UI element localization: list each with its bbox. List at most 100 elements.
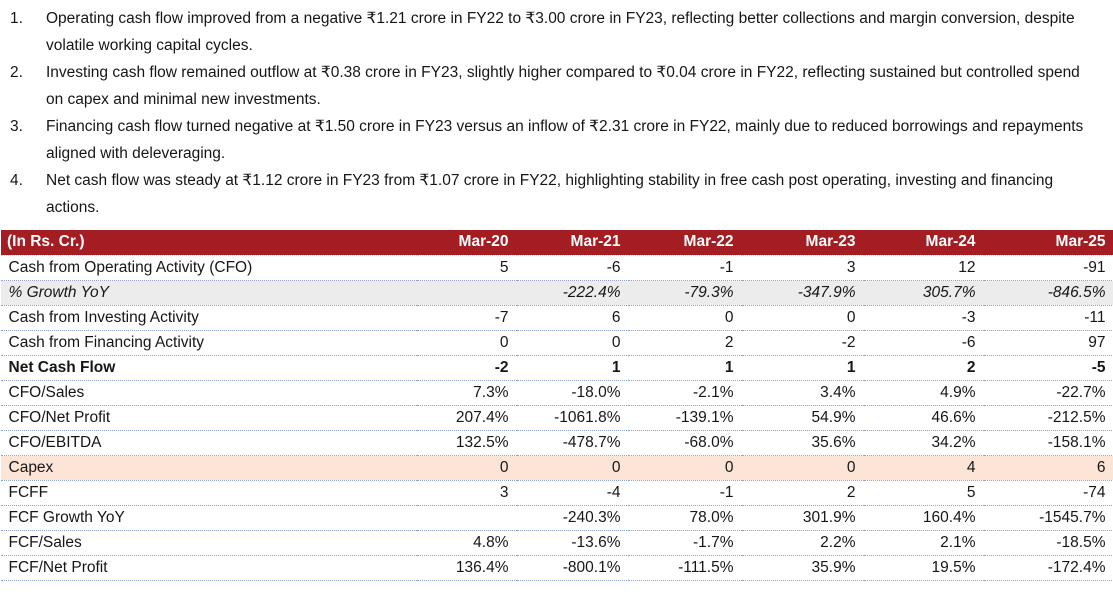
table-row: Net Cash Flow -2 1 1 1 2 -5 [0,355,1113,381]
row-label: Net Cash Flow [0,355,417,381]
note-number: 1. [10,10,23,27]
cell-value: 136.4% [416,555,517,581]
cell-value: -11 [983,305,1113,331]
cell-value: -1061.8% [516,405,629,431]
cell-value: 7.3% [416,380,517,406]
cell-value: -846.5% [983,280,1113,306]
table-row: CFO/Net Profit 207.4% -1061.8% -139.1% 54.9%… [0,405,1113,431]
commentary-notes-list: 1. Operating cash flow improved from a ne… [0,0,1113,221]
cell-value: 3.4% [741,380,864,406]
column-header: Mar-24 [863,230,984,256]
note-text: Net cash flow was steady at ₹1.12 crore … [46,172,1054,216]
cell-value: -6 [516,255,629,281]
cell-value: -4 [516,480,629,506]
cell-value: -139.1% [628,405,742,431]
cell-value: 3 [416,480,517,506]
cell-value: 0 [741,305,864,331]
cell-value: 1 [628,355,742,381]
cell-value: -2 [416,355,517,381]
cell-value: 6 [983,455,1113,481]
cell-value: 207.4% [416,405,517,431]
table-row: CFO/Sales 7.3% -18.0% -2.1% 3.4% 4.9% -22.7% [0,380,1113,406]
cell-value [416,280,517,306]
cell-value: -79.3% [628,280,742,306]
cell-value: -240.3% [516,505,629,531]
cell-value: -1.7% [628,530,742,556]
cell-value: -74 [983,480,1113,506]
cell-value: 35.9% [741,555,864,581]
cell-value: -18.0% [516,380,629,406]
cell-value: -18.5% [983,530,1113,556]
table-row: CFO/EBITDA 132.5% -478.7% -68.0% 35.6% 34.2% -… [0,430,1113,456]
note-item: 3. Financing cash flow turned negative at… [10,113,1103,167]
cell-value: 2 [741,480,864,506]
note-text: Investing cash flow remained outflow at … [46,64,1080,108]
cell-value: 54.9% [741,405,864,431]
cell-value: -13.6% [516,530,629,556]
cell-value: 0 [416,455,517,481]
cell-value: 2.2% [741,530,864,556]
table-row: FCF/Sales 4.8% -13.6% -1.7% 2.2% 2.1% -18.5% [0,530,1113,556]
cell-value: 0 [628,455,742,481]
cell-value: 35.6% [741,430,864,456]
cell-value: 0 [516,455,629,481]
cell-value: -91 [983,255,1113,281]
row-label: CFO/EBITDA [0,430,417,456]
cell-value: -111.5% [628,555,742,581]
note-number: 3. [10,118,23,135]
cell-value: -1 [628,255,742,281]
cell-value: 0 [628,305,742,331]
cell-value: 4.8% [416,530,517,556]
row-label: Cash from Investing Activity [0,305,417,331]
cell-value: -2 [741,330,864,356]
row-label: FCF Growth YoY [0,505,417,531]
cell-value: 2.1% [863,530,984,556]
cell-value: 5 [863,480,984,506]
cell-value: -1 [628,480,742,506]
cell-value [416,505,517,531]
cell-value: 12 [863,255,984,281]
table-row: Cash from Financing Activity 0 0 2 -2 -6 97 [0,330,1113,356]
cell-value: -6 [863,330,984,356]
cell-value: 132.5% [416,430,517,456]
cell-value: 78.0% [628,505,742,531]
cell-value: 1 [516,355,629,381]
cell-value: -3 [863,305,984,331]
row-label: Capex [0,455,417,481]
table-row: FCF Growth YoY -240.3% 78.0% 301.9% 160.4% -1… [0,505,1113,531]
row-label: CFO/Net Profit [0,405,417,431]
cell-value: -22.7% [983,380,1113,406]
note-number: 4. [10,172,23,189]
row-label: % Growth YoY [0,280,417,306]
column-header: Mar-25 [983,230,1113,256]
cell-value: 34.2% [863,430,984,456]
row-label: FCF/Net Profit [0,555,417,581]
cell-value: -7 [416,305,517,331]
note-text: Financing cash flow turned negative at ₹… [46,118,1084,162]
cell-value: 6 [516,305,629,331]
table-row: Capex 0 0 0 0 4 6 [0,455,1113,481]
cell-value: 4 [863,455,984,481]
column-header: Mar-22 [628,230,742,256]
cell-value: -172.4% [983,555,1113,581]
cell-value: -5 [983,355,1113,381]
cell-value: 3 [741,255,864,281]
cell-value: -158.1% [983,430,1113,456]
cell-value: 301.9% [741,505,864,531]
cashflow-table: (In Rs. Cr.) Mar-20 Mar-21 Mar-22 Mar-23 Mar-… [0,230,1113,581]
cell-value: -478.7% [516,430,629,456]
cell-value: 2 [863,355,984,381]
cell-value: 4.9% [863,380,984,406]
cell-value: 46.6% [863,405,984,431]
cell-value: 1 [741,355,864,381]
table-unit-label: (In Rs. Cr.) [0,230,417,256]
row-label: FCF/Sales [0,530,417,556]
cell-value: 0 [416,330,517,356]
cell-value: 2 [628,330,742,356]
cell-value: 305.7% [863,280,984,306]
cell-value: 19.5% [863,555,984,581]
row-label: Cash from Operating Activity (CFO) [0,255,417,281]
column-header: Mar-23 [741,230,864,256]
cell-value: -800.1% [516,555,629,581]
cell-value: -1545.7% [983,505,1113,531]
